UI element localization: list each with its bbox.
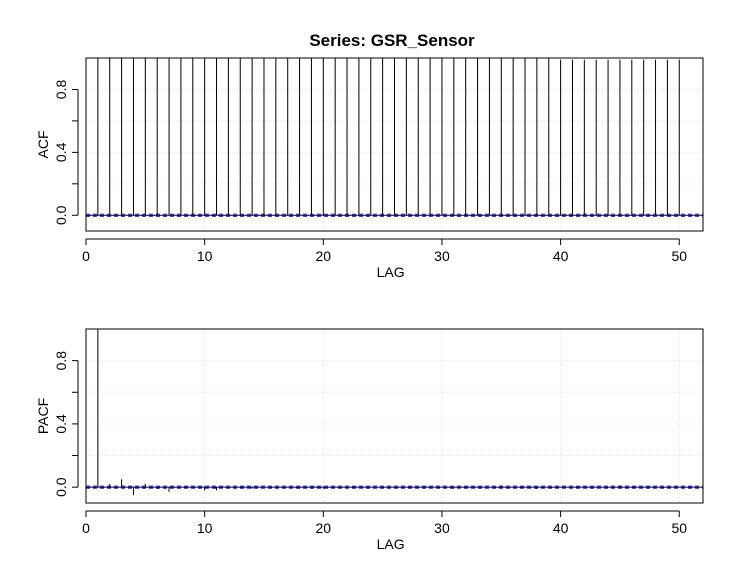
pacf-plot-frame [85,328,704,504]
acf-panel: 0 10 20 30 40 50 0.0 0.4 0.8 LAG ACF [35,57,704,280]
acf-y-tick-label: 0.4 [53,142,69,162]
pacf-x-tick-label: 20 [316,520,332,536]
acf-y-tick-label: 0.8 [53,80,69,100]
pacf-x-tick-label: 50 [671,520,687,536]
acf-y-tick-label: 0.0 [53,205,69,225]
acf-x-tick-label: 20 [316,248,332,264]
pacf-x-tick-label: 0 [82,520,90,536]
acf-x-tick-label: 50 [671,248,687,264]
pacf-y-tick-label: 0.0 [53,477,69,497]
acf-x-tick-label: 10 [197,248,213,264]
acf-y-axis-label: ACF [35,131,51,159]
chart-title: Series: GSR_Sensor [309,31,475,50]
pacf-y-tick-label: 0.4 [53,414,69,434]
pacf-x-axis-label: LAG [377,536,405,552]
acf-x-axis-label: LAG [377,264,405,280]
acf-plot-frame [85,57,704,232]
pacf-x-tick-label: 40 [553,520,569,536]
pacf-y-axis-label: PACF [35,398,51,434]
pacf-panel: 0 10 20 30 40 50 0.0 0.4 0.8 LAG PACF [35,328,704,552]
acf-x-tick-label: 30 [434,248,450,264]
pacf-x-tick-label: 10 [197,520,213,536]
pacf-y-tick-label: 0.8 [53,351,69,371]
acf-x-tick-label: 0 [82,248,90,264]
pacf-x-tick-label: 30 [434,520,450,536]
acf-x-tick-label: 40 [553,248,569,264]
